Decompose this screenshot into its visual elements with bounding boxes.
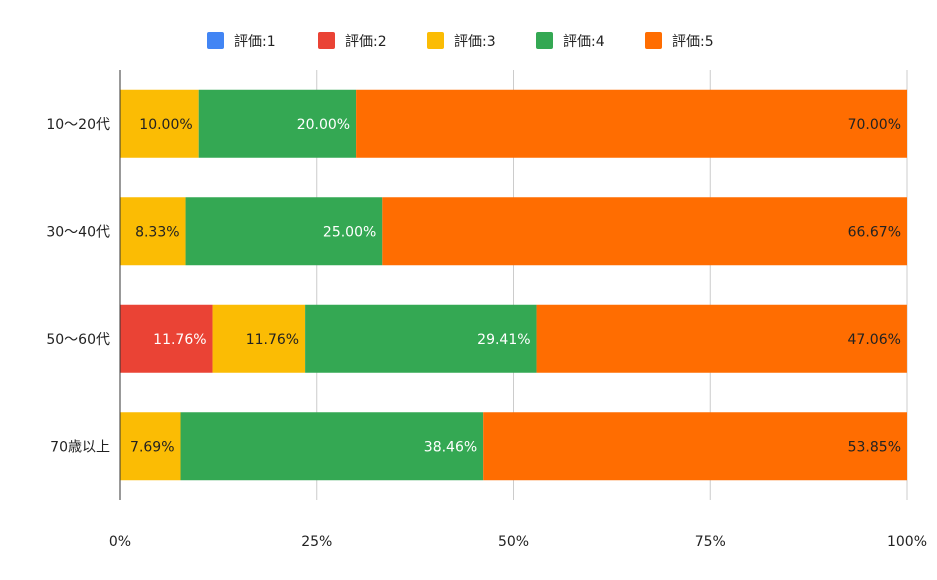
legend-swatch xyxy=(318,32,335,49)
bar-segment xyxy=(305,304,537,373)
bar-segment xyxy=(536,304,907,373)
x-tick-label: 25% xyxy=(301,534,332,550)
bar-segment xyxy=(120,412,181,481)
bar-segment xyxy=(382,197,907,266)
bar-segment xyxy=(212,304,306,373)
bar-segment xyxy=(120,304,213,373)
bar-segment xyxy=(180,412,484,481)
bar-segment xyxy=(483,412,907,481)
x-tick-label: 75% xyxy=(695,534,726,550)
data-label: 25.00% xyxy=(323,224,376,240)
data-label: 11.76% xyxy=(153,332,206,348)
bars: 10.00% 20.00% 70.00% 8.33% 25.00% 66.67% 11.76… xyxy=(120,89,908,481)
bar-segment xyxy=(120,197,186,266)
data-label: 38.46% xyxy=(424,439,477,455)
legend-label: 評価:2 xyxy=(345,34,387,50)
category-label: 30〜40代 xyxy=(46,224,110,240)
bar-segment xyxy=(198,89,357,158)
data-label: 29.41% xyxy=(477,332,530,348)
legend-swatch xyxy=(427,32,444,49)
category-label: 10〜20代 xyxy=(46,117,110,133)
data-label: 10.00% xyxy=(139,117,192,133)
data-label: 7.69% xyxy=(130,439,174,455)
data-label: 8.33% xyxy=(135,224,179,240)
x-tick-label: 50% xyxy=(498,534,529,550)
legend-label: 評価:1 xyxy=(234,34,276,50)
category-label: 70歳以上 xyxy=(50,439,110,455)
bar-segment xyxy=(120,89,199,158)
legend-label: 評価:5 xyxy=(672,34,714,50)
data-label: 47.06% xyxy=(848,332,901,348)
bar-segment xyxy=(185,197,383,266)
legend-swatch xyxy=(645,32,662,49)
data-label: 66.67% xyxy=(848,224,901,240)
x-tick-label: 100% xyxy=(887,534,927,550)
legend-label: 評価:4 xyxy=(563,34,605,50)
data-label: 70.00% xyxy=(848,117,901,133)
x-tick-label: 0% xyxy=(109,534,131,550)
category-label: 50〜60代 xyxy=(46,332,110,348)
axes: 0% 25% 50% 75% 100% 10〜20代 30〜40代 50〜60代 70歳以上 xyxy=(46,70,927,550)
bar-segment xyxy=(356,89,908,158)
data-label: 53.85% xyxy=(848,439,901,455)
data-label: 20.00% xyxy=(297,117,350,133)
legend: 評価:1 評価:2 評価:3 評価:4 評価:5 xyxy=(207,32,714,50)
legend-swatch xyxy=(207,32,224,49)
legend-label: 評価:3 xyxy=(454,34,496,50)
data-label: 11.76% xyxy=(246,332,299,348)
legend-swatch xyxy=(536,32,553,49)
